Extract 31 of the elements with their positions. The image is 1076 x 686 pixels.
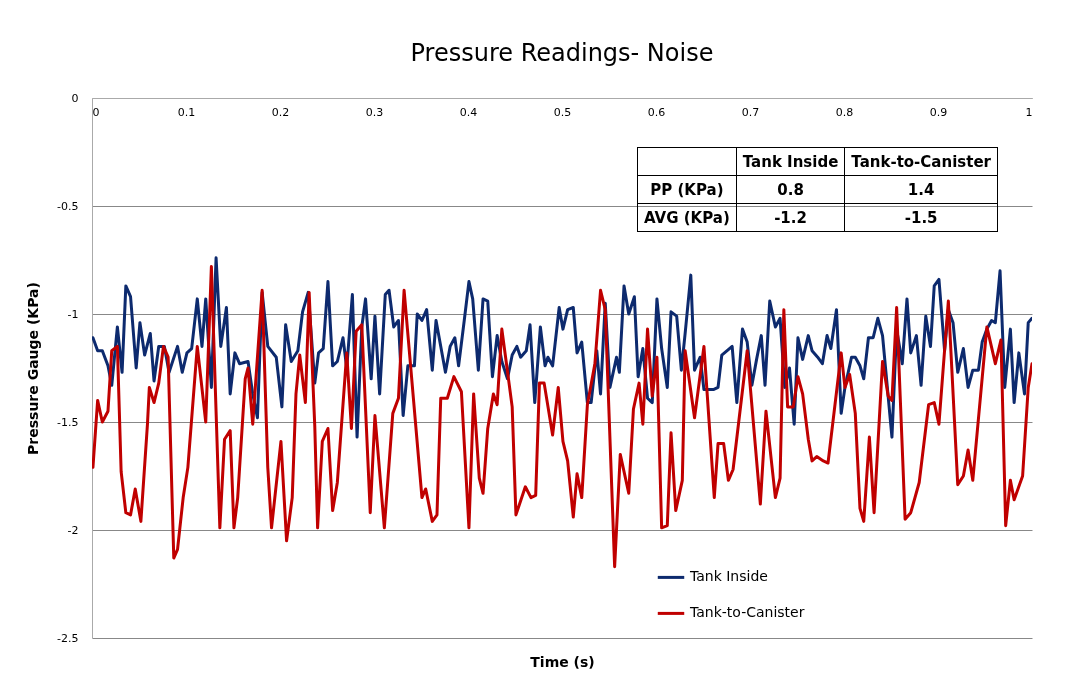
annotation: 1.4 [844, 175, 998, 204]
annotation: PP (KPa) [637, 175, 737, 204]
y-tick-label: 0 [71, 91, 79, 105]
y-tick-label: -2 [67, 523, 79, 537]
y-tick-label: -2.5 [57, 631, 79, 645]
x-tick-label: 0.2 [271, 105, 290, 119]
x-tick-label: 0.3 [365, 105, 384, 119]
legend-label: Tank Inside [689, 568, 768, 585]
annotation: Tank-to-Canister [844, 147, 998, 176]
annotation: Tank Inside [736, 147, 845, 176]
x-tick-label: 0.5 [553, 105, 572, 119]
y-axis-title: Pressure Gauge (KPa) [25, 282, 42, 455]
annotation: -1.5 [844, 203, 998, 232]
y-tick-label: -1 [67, 307, 79, 321]
x-tick-label: 0.6 [647, 105, 666, 119]
line-series [92, 264, 1032, 569]
annotation: -1.2 [736, 203, 845, 232]
annotation: AVG (KPa) [637, 203, 737, 232]
y-tick-label: -1.5 [57, 415, 79, 429]
x-tick-label: 1 [1025, 105, 1033, 119]
x-tick-label: 0.8 [835, 105, 854, 119]
x-tick-label: 0.1 [177, 105, 196, 119]
y-tick-label: -0.5 [57, 199, 79, 213]
legend-label: Tank-to-Canister [689, 604, 805, 621]
chart-title: Pressure Readings- Noise [410, 39, 714, 67]
x-axis-title: Time (s) [530, 653, 595, 670]
x-tick-label: 0.7 [741, 105, 760, 119]
annotation: 0.8 [736, 175, 845, 204]
x-tick-label: 0.4 [459, 105, 478, 119]
x-tick-label: 0 [92, 105, 100, 119]
x-tick-label: 0.9 [929, 105, 948, 119]
